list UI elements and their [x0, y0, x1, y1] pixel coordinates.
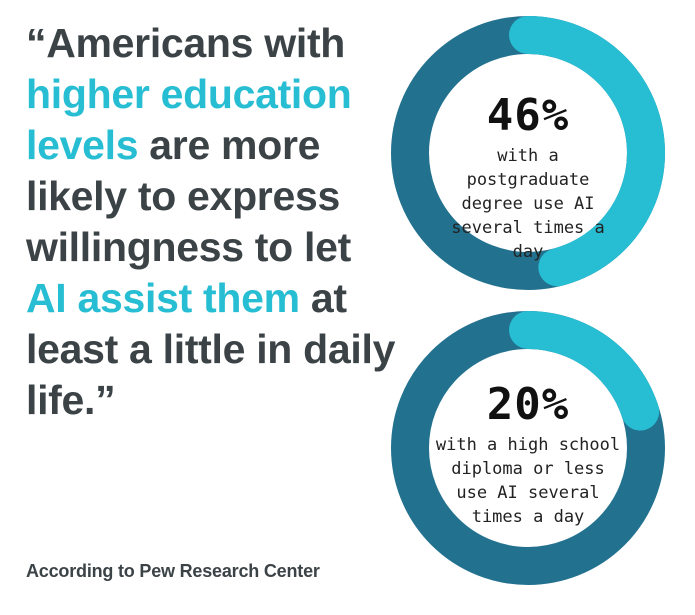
percentage-label: 20%: [486, 379, 570, 430]
pull-quote: “Americans with higher education levels …: [26, 18, 396, 426]
source-citation: According to Pew Research Center: [26, 561, 320, 581]
percentage-label: 46%: [486, 90, 570, 141]
quote-highlight: higher education levels: [26, 71, 352, 168]
quote-segment: “Americans with: [26, 20, 346, 66]
donut-ring: [391, 16, 665, 290]
quote-segment: are more likely to express willingness t…: [26, 122, 351, 270]
donut-center: 46% with a postgraduate degree use AI se…: [427, 52, 629, 263]
donut-center: 20% with a high school diploma or less u…: [427, 347, 629, 549]
donut-ring: [391, 311, 665, 585]
donut-chart-postgraduate: 46% with a postgraduate degree use AI se…: [391, 16, 665, 290]
donut-segment: [509, 311, 660, 431]
donut-segment: [509, 16, 665, 287]
donut-chart-high-school: 20% with a high school diploma or less u…: [391, 311, 665, 585]
percentage-description: with a postgraduate degree use AI severa…: [451, 146, 605, 262]
quote-segment: at least a little in daily life.”: [26, 275, 396, 423]
percentage-description: with a high school diploma or less use A…: [435, 435, 621, 527]
quote-highlight: AI assist them: [26, 275, 300, 321]
